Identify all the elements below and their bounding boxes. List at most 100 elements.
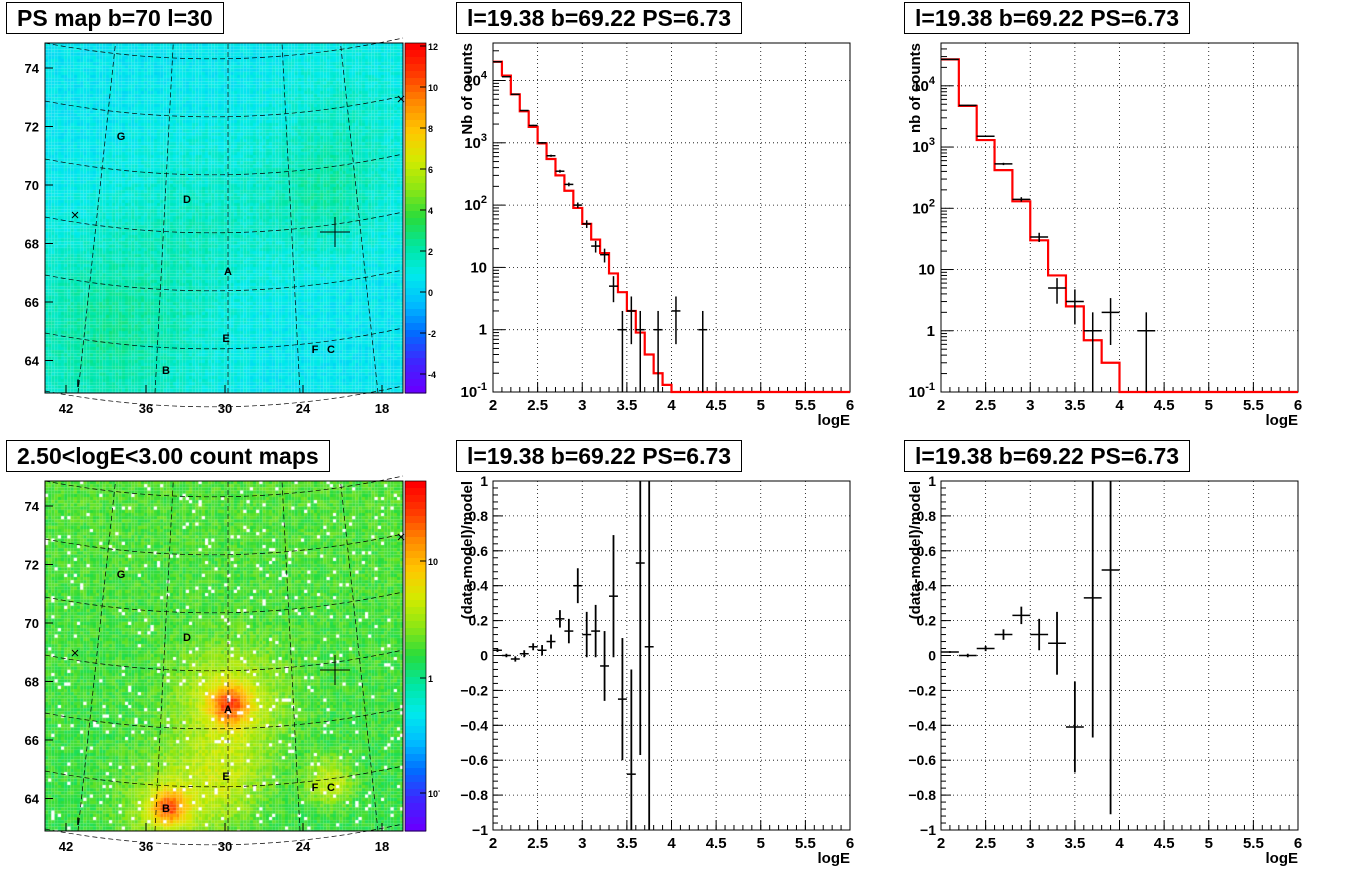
spectrum-1-title: l=19.38 b=69.22 PS=6.73: [456, 2, 743, 34]
map-x-tick-label: 18: [375, 839, 389, 854]
colorbar-segment: [405, 754, 426, 762]
data-point: [644, 481, 654, 830]
colorbar-segment: [405, 509, 426, 517]
data-point: [1030, 618, 1049, 651]
colorbar-segment: [405, 372, 426, 380]
data-point: [635, 310, 645, 392]
x-axis-label: logE: [818, 850, 851, 867]
x-tick-label: 5.5: [795, 397, 816, 414]
y-tick-label: 0.8: [917, 508, 937, 524]
colorbar-segment: [405, 481, 426, 489]
data-point: [609, 535, 618, 658]
colorbar-segment: [405, 302, 426, 310]
source-x-marker: [397, 95, 405, 103]
latitude-gridline: [44, 269, 404, 292]
source-label: A: [224, 266, 232, 278]
spectrum-chart-fine: 2 2.5 3 3.5 4 4.5 5 5.5 6 10-1 1 10 102 103 104 logE Nb …: [459, 42, 854, 429]
y-tick-label: 0: [928, 648, 936, 664]
latitude-gridline: [44, 153, 404, 176]
x-axis-label: logE: [818, 412, 851, 429]
colorbar-tick-label: 12: [428, 42, 438, 52]
data-point: [591, 604, 601, 658]
map-y-tick-label: 66: [25, 295, 39, 310]
source-x-marker: [71, 649, 79, 657]
colorbar-segment: [405, 99, 426, 107]
residual-2-title: l=19.38 b=69.22 PS=6.73: [904, 440, 1191, 472]
colorbar-segment: [405, 176, 426, 184]
source-label: E: [222, 771, 229, 783]
colorbar-segment: [405, 775, 426, 783]
y-tick-label: 0.2: [469, 613, 489, 629]
colorbar-segment: [405, 586, 426, 594]
colorbar-segment: [405, 162, 426, 170]
data-point: [671, 296, 681, 345]
map-y-tick-label: 68: [25, 675, 39, 690]
count-map-overlay: 74 72 70 68 66 64 42 36 30 24 18 G D A E FC B I 10 1 10-1: [25, 475, 440, 854]
data-point: [1137, 312, 1156, 392]
colorbar-segment: [405, 232, 426, 240]
data-point: [555, 169, 565, 173]
x-tick-label: 5.5: [1243, 835, 1264, 852]
colorbar-segment: [405, 488, 426, 496]
colorbar-segment: [405, 358, 426, 366]
count-map-heatmap: [45, 481, 403, 831]
plot-frame: [492, 480, 851, 831]
colorbar-segment: [405, 50, 426, 58]
y-tick-label: −0.8: [908, 787, 936, 803]
latitude-gridline: [44, 591, 404, 614]
data-point: [573, 202, 583, 208]
map-y-tick-label: 74: [25, 499, 40, 514]
source-label: G: [117, 569, 126, 581]
colorbar-segment: [405, 600, 426, 608]
data-point: [555, 610, 565, 628]
x-tick-label: 6: [846, 397, 854, 414]
y-tick-label: −0.4: [908, 717, 936, 733]
colorbar-segment: [405, 684, 426, 692]
y-tick-label: 104: [464, 70, 488, 90]
map-x-tick-label: 30: [218, 839, 232, 854]
latitude-gridline: [44, 707, 404, 730]
source-label: F: [312, 782, 319, 794]
x-tick-label: 3: [578, 835, 586, 852]
colorbar-tick-label: 10: [428, 557, 438, 567]
x-tick-label: 4.5: [706, 397, 727, 414]
colorbar-segment: [405, 71, 426, 79]
y-tick-label: 102: [912, 197, 935, 217]
ps-map-pad: PS map b=70 l=30 74 72 70 68 66 64 42 36 30 24 18 G…: [0, 0, 440, 432]
colorbar-segment: [405, 330, 426, 338]
colorbar-segment: [405, 516, 426, 524]
data-point: [653, 310, 663, 392]
x-axis-label: logE: [1266, 412, 1299, 429]
colorbar-segment: [405, 218, 426, 226]
source-label: C: [327, 344, 335, 356]
y-axis-label: (data-model)/model: [459, 481, 476, 619]
map-x-tick-label: 18: [375, 401, 389, 416]
colorbar-segment: [405, 712, 426, 720]
x-tick-label: 2.5: [527, 397, 548, 414]
colorbar-segment: [405, 379, 426, 387]
map-y-tick-label: 72: [25, 120, 39, 135]
map-x-tick-label: 24: [296, 839, 311, 854]
data-point: [501, 75, 511, 78]
colorbar-segment: [405, 127, 426, 135]
colorbar-segment: [405, 309, 426, 317]
colorbar-segment: [405, 607, 426, 615]
y-tick-label: −0.2: [908, 682, 936, 698]
x-tick-label: 3: [1026, 397, 1034, 414]
colorbar-segment: [405, 239, 426, 247]
colorbar-segment: [405, 614, 426, 622]
source-label: E: [222, 333, 229, 345]
y-tick-label: 1: [479, 322, 487, 339]
colorbar-segment: [405, 148, 426, 156]
colorbar-segment: [405, 211, 426, 219]
y-tick-label: 1: [480, 473, 488, 489]
x-tick-label: 3.5: [1064, 397, 1085, 414]
colorbar-segment: [405, 768, 426, 776]
source-x-marker: [71, 211, 79, 219]
residual-chart-coarse: 2 2.5 3 3.5 4 4.5 5 5.5 6 1 0.8 0.6 0.4 0.2 0 −0.2 −0.4 −…: [907, 473, 1302, 867]
data-point: [617, 310, 627, 392]
colorbar-tick-label: 10: [428, 83, 438, 93]
colorbar-segment: [405, 120, 426, 128]
model-histogram: [941, 58, 1298, 394]
